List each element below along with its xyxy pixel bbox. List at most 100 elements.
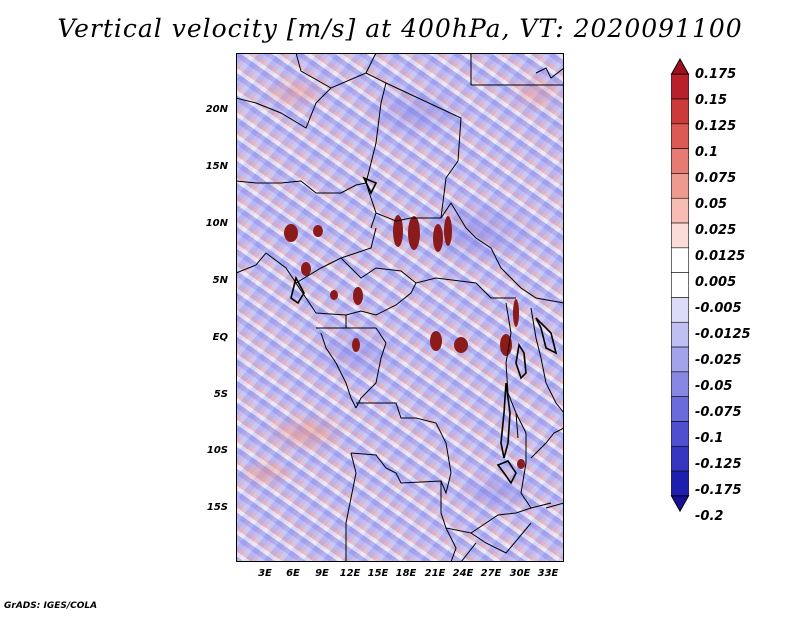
colorbar-bin <box>671 445 689 472</box>
border-line <box>505 302 519 439</box>
updraft-core <box>393 215 403 247</box>
colorbar-label: -0.005 <box>695 301 742 316</box>
border-line <box>350 452 452 495</box>
border-line <box>280 180 367 194</box>
border-line <box>515 412 532 509</box>
border-line <box>320 332 337 364</box>
colorbar-label: -0.05 <box>695 379 733 394</box>
lake-outline <box>496 460 517 485</box>
border-line <box>530 427 564 459</box>
colorbar-label: 0.025 <box>695 223 737 238</box>
border-line <box>265 227 377 284</box>
lake-outline <box>515 342 527 380</box>
lat-tick-label: 5S <box>213 389 228 400</box>
updraft-core <box>430 331 442 351</box>
colorbar-bin <box>671 173 689 199</box>
colorbar-label: 0.1 <box>695 145 719 160</box>
colorbar-label: 0.125 <box>695 119 737 134</box>
lake-outline <box>535 317 558 355</box>
lon-tick-label: 12E <box>339 568 361 579</box>
lat-tick-label: 5N <box>212 275 228 286</box>
lon-tick-label: 9E <box>315 568 329 579</box>
border-line <box>470 522 532 554</box>
border-line <box>345 315 387 359</box>
lon-tick-label: 30E <box>509 568 531 579</box>
border-line <box>540 357 564 414</box>
updraft-core <box>301 262 311 276</box>
border-line <box>545 502 564 509</box>
colorbar-label: -0.025 <box>695 353 742 368</box>
grads-footer: GrADS: IGES/COLA <box>4 601 98 611</box>
colorbar-bin <box>671 297 689 323</box>
border-line <box>340 257 516 299</box>
updraft-core <box>408 216 420 250</box>
updraft-core <box>433 224 443 252</box>
lon-tick-label: 24E <box>452 568 474 579</box>
lon-tick-label: 33E <box>537 568 559 579</box>
colorbar-bin <box>671 421 689 447</box>
colorbar-label: -0.075 <box>695 405 742 420</box>
colorbar-label: -0.1 <box>695 431 724 446</box>
colorbar-bin <box>671 222 689 249</box>
border-line <box>236 252 267 274</box>
border-line <box>335 362 357 409</box>
colorbar-arrow-bottom <box>670 495 690 513</box>
colorbar-label: 0.0125 <box>695 249 746 264</box>
vertical-velocity-field <box>236 53 564 562</box>
colorbar-label: 0.075 <box>695 171 737 186</box>
lat-tick-label: 10S <box>206 445 228 456</box>
border-line <box>236 180 281 184</box>
colorbar <box>670 58 690 513</box>
lon-tick-label: 15E <box>367 568 389 579</box>
lat-tick-label: 10N <box>205 218 228 229</box>
colorbar-bin <box>671 321 689 348</box>
lat-tick-label: 15S <box>206 502 228 513</box>
updraft-core <box>313 225 323 237</box>
border-line <box>355 357 382 409</box>
colorbar-label: -0.0125 <box>695 327 751 342</box>
border-line <box>535 67 564 79</box>
colorbar-bin <box>671 123 689 149</box>
colorbar-label: 0.175 <box>695 67 737 82</box>
border-line <box>365 82 387 229</box>
colorbar-bin <box>671 396 689 422</box>
coast-outline <box>290 275 305 305</box>
updraft-core <box>330 290 338 300</box>
colorbar-label: 0.005 <box>695 275 737 290</box>
updraft-core <box>352 338 360 352</box>
lon-tick-label: 21E <box>424 568 446 579</box>
border-line <box>356 402 452 474</box>
colorbar-bin <box>671 346 689 373</box>
colorbar-label: 0.15 <box>695 93 728 108</box>
colorbar-bin <box>671 73 689 100</box>
colorbar-label: 0.05 <box>695 197 728 212</box>
colorbar-label: -0.125 <box>695 457 742 472</box>
lon-tick-label: 3E <box>258 568 272 579</box>
country-borders <box>236 53 564 562</box>
border-line <box>236 87 332 129</box>
border-line <box>440 481 552 534</box>
border-line <box>345 452 357 562</box>
colorbar-bin <box>671 148 689 174</box>
updraft-core <box>517 459 525 469</box>
border-line <box>365 72 564 304</box>
lat-tick-label: 20N <box>205 104 228 115</box>
border-line <box>295 282 317 314</box>
colorbar-bin <box>671 371 689 397</box>
colorbar-arrow-top <box>670 58 690 75</box>
updraft-core <box>444 216 452 246</box>
border-line <box>295 53 377 89</box>
lat-tick-label: EQ <box>212 332 228 343</box>
coast-outline <box>362 176 378 195</box>
updraft-core <box>513 299 519 327</box>
border-line <box>375 212 441 222</box>
updraft-core <box>284 224 298 242</box>
border-line <box>530 307 542 359</box>
border-line <box>315 282 417 316</box>
lon-tick-label: 6E <box>286 568 300 579</box>
map-title: Vertical velocity [m/s] at 400hPa, VT: 2… <box>57 14 743 43</box>
lon-tick-label: 27E <box>480 568 502 579</box>
colorbar-bin <box>671 247 689 273</box>
updraft-core <box>353 287 363 305</box>
colorbar-bin <box>671 470 689 497</box>
